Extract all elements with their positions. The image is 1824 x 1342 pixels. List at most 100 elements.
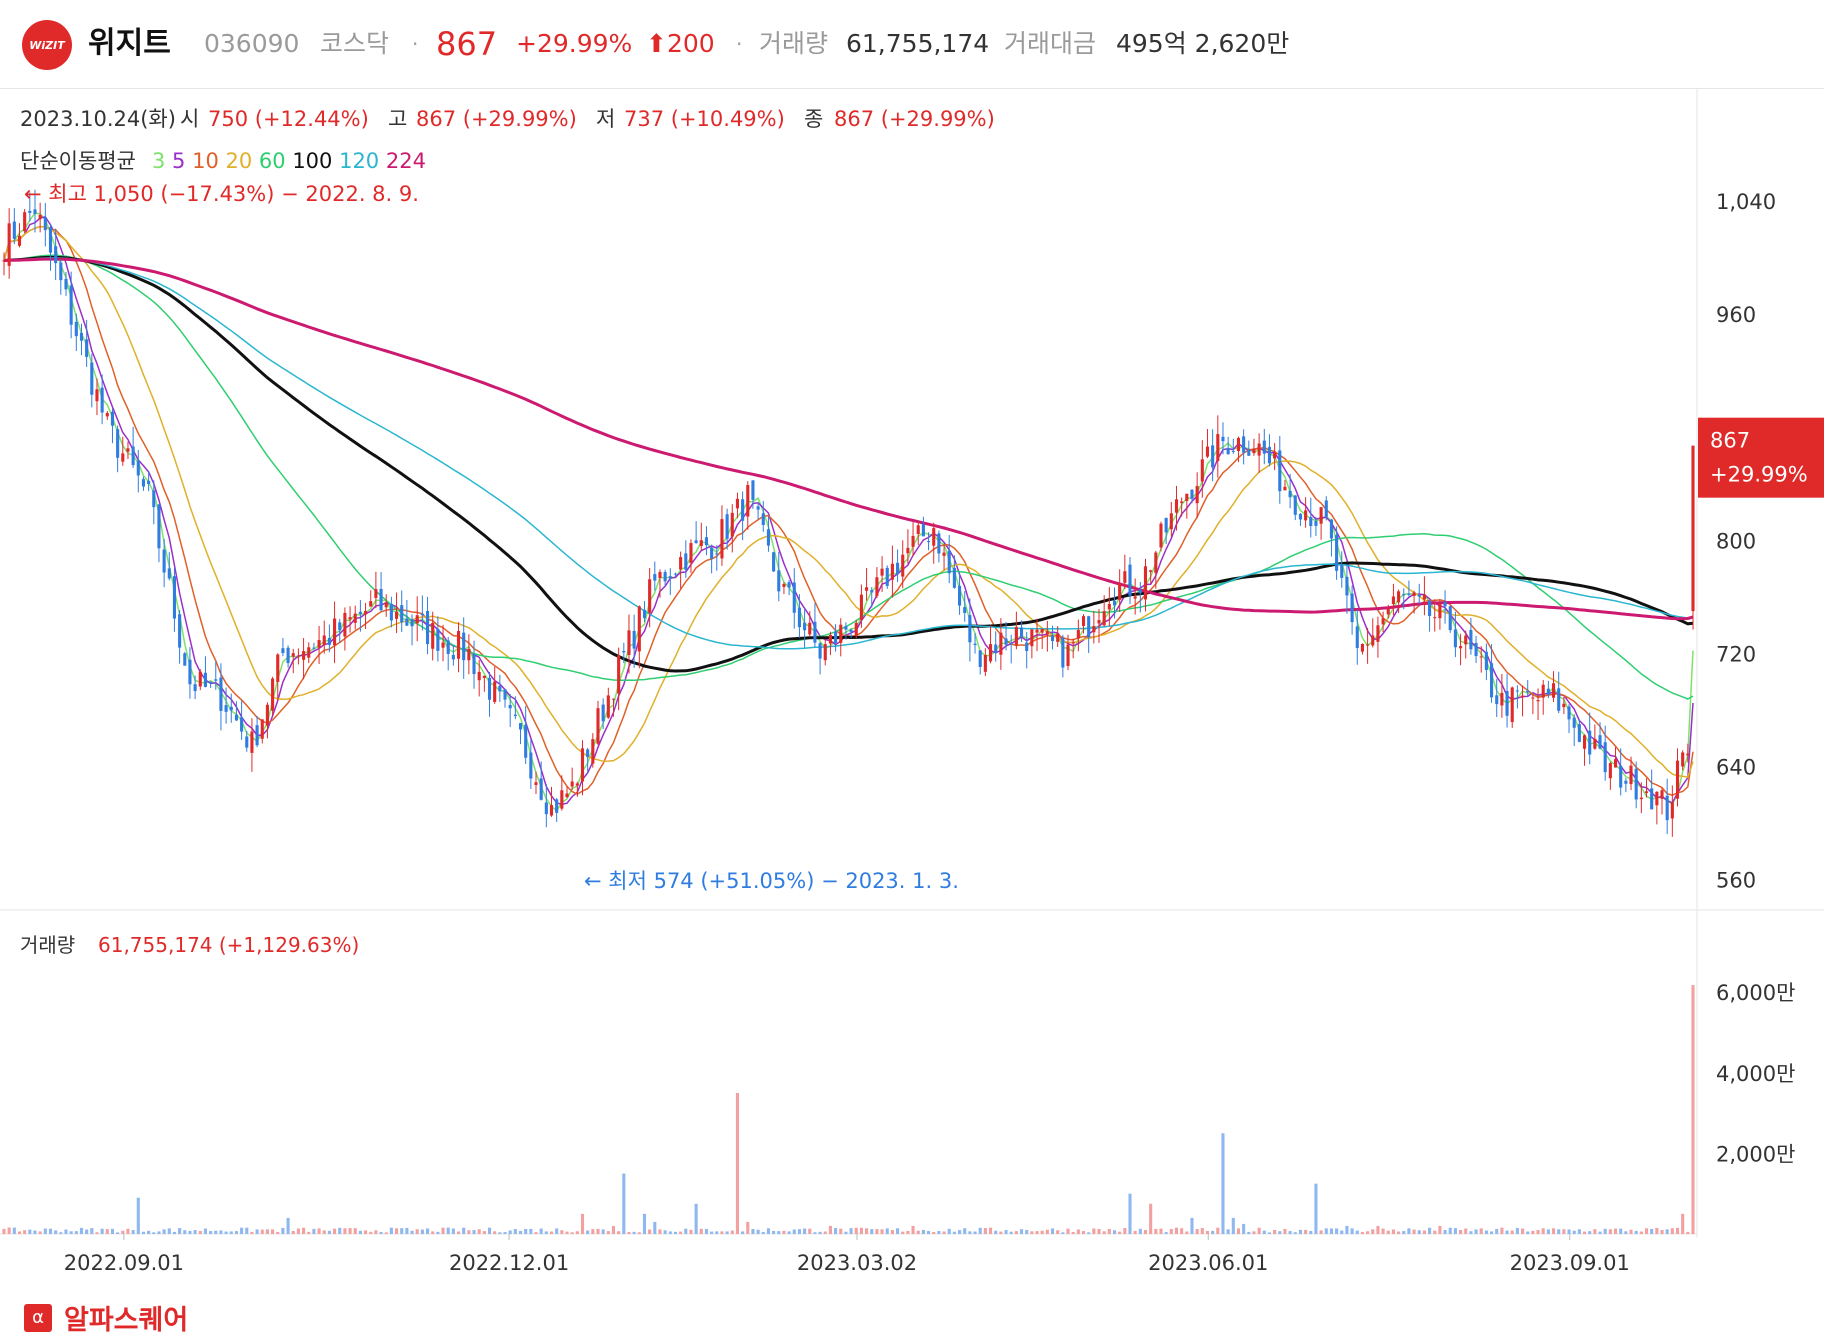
volume-bar[interactable] bbox=[942, 1231, 946, 1234]
volume-bar[interactable] bbox=[193, 1230, 197, 1234]
volume-bar[interactable] bbox=[803, 1228, 807, 1234]
volume-bar[interactable] bbox=[1112, 1230, 1117, 1234]
volume-bar[interactable] bbox=[699, 1228, 703, 1234]
volume-bar[interactable] bbox=[1650, 1228, 1654, 1234]
volume-bar[interactable] bbox=[1283, 1228, 1287, 1234]
volume-bar[interactable] bbox=[1381, 1228, 1385, 1234]
volume-bar[interactable] bbox=[1433, 1230, 1437, 1234]
volume-bar[interactable] bbox=[906, 1230, 910, 1234]
volume-bar[interactable] bbox=[988, 1227, 993, 1234]
volume-bar[interactable] bbox=[1557, 1229, 1561, 1234]
volume-bar[interactable] bbox=[1515, 1227, 1519, 1234]
volume-bar[interactable] bbox=[54, 1230, 58, 1234]
volume-bar[interactable] bbox=[1371, 1229, 1375, 1234]
volume-bar[interactable] bbox=[1490, 1231, 1494, 1234]
volume-bar[interactable] bbox=[405, 1227, 409, 1234]
volume-bar[interactable] bbox=[973, 1231, 977, 1234]
volume-bar[interactable] bbox=[735, 1092, 740, 1234]
volume-bar[interactable] bbox=[1691, 985, 1695, 1234]
volume-bar[interactable] bbox=[1066, 1228, 1070, 1234]
volume-bar[interactable] bbox=[968, 1231, 972, 1234]
volume-bar[interactable] bbox=[565, 1231, 569, 1234]
volume-bar[interactable] bbox=[1624, 1231, 1628, 1234]
volume-bar[interactable] bbox=[1205, 1230, 1210, 1234]
volume-bar[interactable] bbox=[1675, 1227, 1680, 1234]
volume-bar[interactable] bbox=[854, 1227, 858, 1234]
volume-bar[interactable] bbox=[1190, 1217, 1194, 1234]
volume-bar[interactable] bbox=[302, 1227, 306, 1234]
volume-bar[interactable] bbox=[1107, 1229, 1111, 1234]
volume-bar[interactable] bbox=[64, 1229, 68, 1234]
volume-bar[interactable] bbox=[787, 1231, 791, 1234]
volume-bar[interactable] bbox=[1154, 1228, 1158, 1234]
volume-bar[interactable] bbox=[947, 1228, 951, 1234]
volume-bar[interactable] bbox=[291, 1231, 295, 1234]
volume-bar[interactable] bbox=[1391, 1229, 1395, 1234]
volume-bar[interactable] bbox=[1164, 1232, 1168, 1234]
volume-bar[interactable] bbox=[1025, 1230, 1029, 1234]
volume-bar[interactable] bbox=[1319, 1230, 1323, 1234]
volume-bar[interactable] bbox=[1593, 1229, 1597, 1234]
volume-bar[interactable] bbox=[1386, 1230, 1390, 1234]
volume-bar[interactable] bbox=[400, 1228, 404, 1234]
volume-bar[interactable] bbox=[839, 1228, 843, 1234]
volume-bar[interactable] bbox=[333, 1228, 337, 1234]
volume-bar[interactable] bbox=[544, 1231, 548, 1234]
volume-bar[interactable] bbox=[48, 1228, 53, 1234]
volume-bar[interactable] bbox=[312, 1228, 316, 1234]
volume-bar[interactable] bbox=[844, 1231, 848, 1234]
volume-bar[interactable] bbox=[338, 1227, 342, 1234]
volume-bar[interactable] bbox=[880, 1229, 884, 1234]
volume-bar[interactable] bbox=[348, 1228, 352, 1234]
volume-bar[interactable] bbox=[518, 1230, 523, 1234]
volume-bar[interactable] bbox=[1040, 1230, 1044, 1234]
volume-bar[interactable] bbox=[1004, 1230, 1008, 1234]
volume-bar[interactable] bbox=[730, 1230, 734, 1234]
volume-bar[interactable] bbox=[642, 1213, 647, 1234]
volume-bar[interactable] bbox=[1655, 1227, 1659, 1234]
volume-bar[interactable] bbox=[1045, 1229, 1049, 1234]
volume-bar[interactable] bbox=[756, 1229, 760, 1234]
volume-bar[interactable] bbox=[28, 1229, 32, 1234]
volume-bar[interactable] bbox=[859, 1227, 863, 1234]
volume-bar[interactable] bbox=[1422, 1230, 1426, 1234]
volume-bar[interactable] bbox=[1459, 1229, 1463, 1234]
volume-bar[interactable] bbox=[188, 1230, 192, 1234]
volume-bar[interactable] bbox=[1469, 1231, 1473, 1234]
volume-bar[interactable] bbox=[162, 1229, 166, 1234]
volume-bar[interactable] bbox=[167, 1228, 171, 1234]
volume-bar[interactable] bbox=[1474, 1229, 1478, 1234]
volume-bar[interactable] bbox=[12, 1227, 16, 1234]
volume-bar[interactable] bbox=[823, 1231, 827, 1234]
volume-bar[interactable] bbox=[1366, 1231, 1370, 1234]
volume-bar[interactable] bbox=[1360, 1231, 1364, 1234]
volume-bar[interactable] bbox=[1123, 1228, 1127, 1234]
volume-bar[interactable] bbox=[353, 1228, 357, 1234]
volume-bar[interactable] bbox=[524, 1229, 528, 1234]
volume-bar[interactable] bbox=[1639, 1231, 1643, 1234]
volume-bar[interactable] bbox=[43, 1228, 47, 1234]
volume-bar[interactable] bbox=[1479, 1228, 1483, 1234]
volume-bar[interactable] bbox=[808, 1228, 812, 1234]
volume-bar[interactable] bbox=[513, 1229, 517, 1234]
volume-bar[interactable] bbox=[271, 1229, 275, 1234]
volume-bar[interactable] bbox=[1619, 1228, 1623, 1234]
volume-bar[interactable] bbox=[1128, 1193, 1132, 1234]
volume-bar[interactable] bbox=[529, 1228, 533, 1234]
volume-bar[interactable] bbox=[1035, 1231, 1039, 1234]
volume-bar[interactable] bbox=[1402, 1231, 1406, 1234]
volume-bar[interactable] bbox=[1345, 1225, 1349, 1234]
volume-bar[interactable] bbox=[472, 1230, 476, 1234]
volume-bar[interactable] bbox=[1681, 1213, 1685, 1234]
volume-bar[interactable] bbox=[1588, 1231, 1592, 1234]
volume-bars[interactable] bbox=[2, 985, 1695, 1234]
volume-bar[interactable] bbox=[1613, 1228, 1618, 1234]
volume-bar[interactable] bbox=[364, 1230, 368, 1234]
volume-bar[interactable] bbox=[1288, 1231, 1292, 1234]
volume-bar[interactable] bbox=[751, 1228, 755, 1234]
volume-bar[interactable] bbox=[1200, 1228, 1204, 1234]
volume-bar[interactable] bbox=[33, 1230, 37, 1234]
volume-bar[interactable] bbox=[1376, 1225, 1380, 1234]
volume-bar[interactable] bbox=[116, 1232, 120, 1234]
volume-bar[interactable] bbox=[792, 1229, 796, 1234]
